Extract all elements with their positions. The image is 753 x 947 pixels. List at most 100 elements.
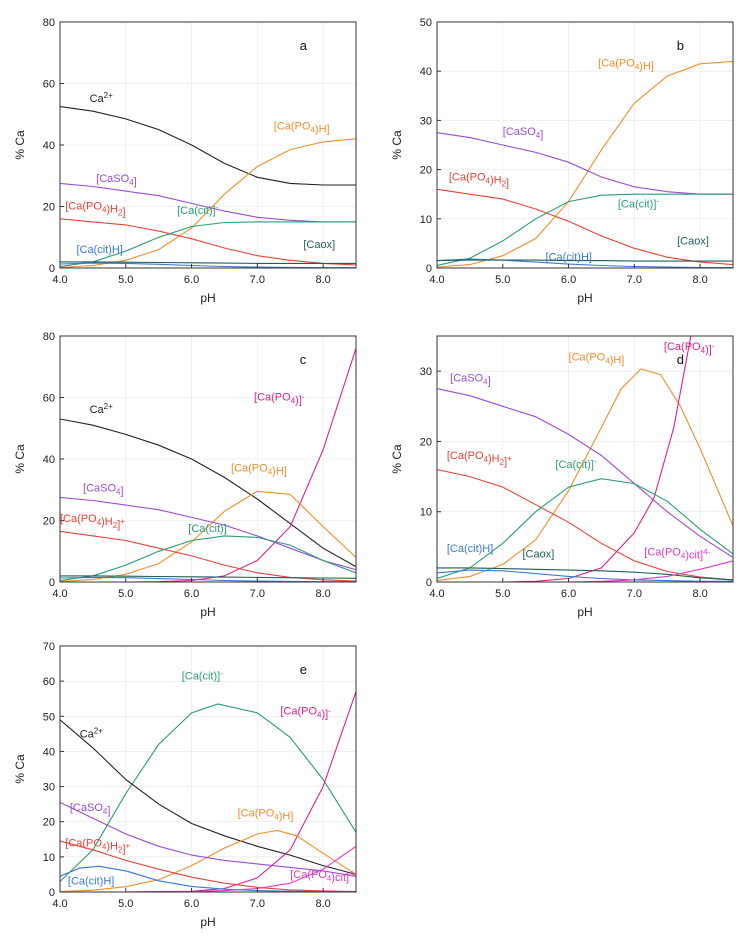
x-axis-title: pH: [577, 291, 592, 305]
y-tick-label: 10: [43, 852, 55, 864]
curve-label-caso4: [CaSO4]: [96, 173, 137, 188]
x-axis-title: pH: [200, 915, 215, 929]
panel-b-chart: 4.0 5.0 6.0 7.0 8.0 0 10 20 30 40 50 pH % Ca b [Ca(PO4…: [390, 17, 734, 305]
curve-label-capo4h: [Ca(PO4)H]: [274, 121, 330, 136]
series-line-capo4h2: [60, 218, 356, 266]
y-tick-label: 0: [49, 887, 55, 899]
y-tick-label: 40: [43, 140, 55, 152]
curve-label-caso4: [CaSO4]: [450, 373, 491, 388]
series-group: [437, 336, 733, 582]
y-tick-label: 60: [43, 676, 55, 688]
y-tick-label: 30: [420, 366, 432, 378]
x-tick-label: 4.0: [52, 588, 67, 600]
y-tick-label: 80: [43, 17, 55, 29]
y-axis-title: % Ca: [390, 444, 404, 474]
x-tick-label: 5.0: [495, 274, 510, 286]
y-tick-label: 40: [43, 746, 55, 758]
x-tick-label: 5.0: [118, 588, 133, 600]
series-group: [60, 348, 356, 582]
curve-label-cacit: [Ca(cit)]-: [188, 521, 230, 535]
curve-label-capo4h2: [Ca(PO4)H2]: [65, 201, 125, 219]
series-line-ca2-: [60, 719, 356, 875]
curve-label-capo4cit: [Ca(PO4)cit]4-: [644, 546, 710, 561]
x-tick-label: 6.0: [184, 588, 199, 600]
series-line-capo4h2: [437, 468, 733, 581]
curve-label-caox: [Caox]: [677, 235, 709, 247]
y-axis-title: % Ca: [13, 444, 27, 474]
x-tick-label: 7.0: [250, 898, 265, 910]
y-tick-label: 50: [43, 711, 55, 723]
curve-label-cacit: [Ca(cit)]-: [555, 457, 597, 471]
plot-frame: [59, 645, 357, 893]
series-line-capo4: [60, 348, 356, 582]
x-tick-label: 8.0: [315, 588, 330, 600]
series-line-caso4: [437, 388, 733, 558]
series-group: [437, 60, 733, 268]
series-line-capo4h2: [60, 530, 356, 582]
curve-label-caox: [Caox]: [303, 239, 335, 251]
x-tick-label: 5.0: [495, 588, 510, 600]
series-line-ca2-: [60, 106, 356, 186]
x-axis-title: pH: [200, 605, 215, 619]
series-line-caso4: [60, 182, 356, 223]
x-tick-label: 4.0: [429, 274, 444, 286]
series-line-cacit: [60, 703, 356, 882]
x-tick-label: 6.0: [184, 274, 199, 286]
curve-label-capo4h2: [Ca(PO4)H2]+: [447, 450, 512, 468]
curve-label-capo4h: [Ca(PO4)H]: [598, 57, 654, 72]
curve-label-cacith: [Ca(cit)H]: [447, 543, 493, 555]
x-tick-label: 6.0: [561, 274, 576, 286]
series-line-capo4h: [60, 829, 356, 892]
series-line-ca2-: [60, 418, 356, 568]
panel-d-chart: 4.0 5.0 6.0 7.0 8.0 0 10 20 30 pH % Ca d [Ca(PO4)H] […: [390, 335, 734, 619]
panel-letter: c: [300, 352, 307, 367]
y-tick-label: 60: [43, 79, 55, 91]
curve-label-cacith: [Ca(cit)H]: [546, 252, 592, 264]
curve-label-capo4h: [Ca(PO4)H]: [569, 352, 625, 367]
curve-label-cacit: [Ca(cit)]-: [618, 196, 660, 210]
panel-letter: d: [677, 352, 684, 367]
series-line-cacith: [60, 865, 356, 892]
series-group: [60, 691, 356, 892]
panel-letter: a: [300, 38, 308, 53]
series-line-caox: [437, 259, 733, 262]
panel-letter: e: [300, 662, 307, 677]
y-tick-label: 0: [426, 263, 432, 275]
x-tick-label: 4.0: [52, 274, 67, 286]
curve-label-capo4cit: [Ca(PO4)cit]4-: [290, 869, 356, 884]
curve-label-capo4h: [Ca(PO4)H]: [238, 807, 294, 822]
x-tick-label: 6.0: [184, 898, 199, 910]
series-line-caox: [60, 261, 356, 264]
y-tick-label: 40: [43, 454, 55, 466]
x-tick-label: 8.0: [315, 274, 330, 286]
curve-label-capo4: [Ca(PO4)]-: [664, 341, 715, 356]
curve-label-cacith: [Ca(cit)H]: [76, 244, 122, 256]
y-axis-title: % Ca: [390, 130, 404, 160]
y-tick-label: 0: [426, 577, 432, 589]
curve-label-ca2-: Ca2+: [90, 91, 114, 105]
series-line-capo4h2: [437, 188, 733, 266]
series-line-cacit: [60, 535, 356, 582]
panel-c-chart: 4.0 5.0 6.0 7.0 8.0 0 20 40 60 80 pH % Ca c Ca2+ [Ca(P…: [13, 331, 357, 619]
series-line-caso4: [437, 132, 733, 195]
series-line-cacith: [437, 569, 733, 582]
x-tick-label: 6.0: [561, 588, 576, 600]
x-tick-label: 7.0: [250, 588, 265, 600]
x-axis-title: pH: [577, 605, 592, 619]
y-tick-label: 70: [43, 641, 55, 653]
panel-a-chart: 4.0 5.0 6.0 7.0 8.0 0 20 40 60 80 pH % Ca a Ca2+ [Ca(P…: [13, 17, 357, 305]
curve-label-capo4h2: [Ca(PO4)H2]: [449, 171, 509, 189]
x-tick-label: 7.0: [627, 588, 642, 600]
curve-label-ca2-: Ca2+: [80, 726, 104, 740]
curve-label-caox: [Caox]: [523, 548, 555, 560]
curve-label-caso4: [CaSO4]: [83, 482, 124, 497]
series-line-capo4h2: [60, 840, 356, 892]
plot-frame: [436, 335, 734, 583]
x-tick-label: 7.0: [250, 274, 265, 286]
x-tick-label: 8.0: [692, 274, 707, 286]
curve-label-cacit: [Ca(cit)]-: [182, 668, 224, 682]
x-tick-label: 7.0: [627, 274, 642, 286]
curve-label-capo4h: [Ca(PO4)H]: [231, 462, 287, 477]
curve-label-capo4h2: [Ca(PO4)H2]+: [60, 513, 125, 531]
